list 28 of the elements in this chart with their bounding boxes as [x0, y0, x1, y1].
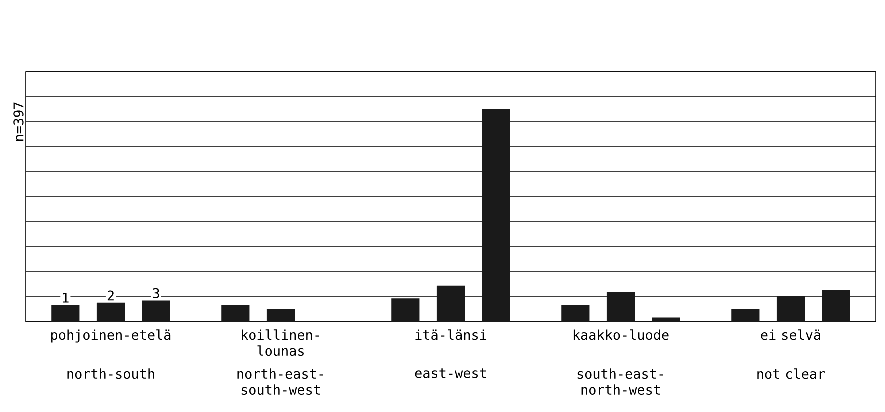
bar — [652, 318, 680, 322]
bar — [562, 305, 590, 322]
bar — [436, 286, 466, 322]
bar — [52, 305, 80, 322]
text: east-west — [415, 368, 486, 378]
bar — [142, 300, 170, 322]
x-tick-label: koillinen-lounas — [242, 330, 320, 356]
bar — [96, 302, 126, 322]
bar — [222, 305, 250, 322]
series-label: 1 — [63, 292, 69, 303]
x-tick-label: pohjoinen-etelä — [52, 330, 171, 343]
bar — [732, 309, 760, 322]
x-tick-label: kaakko-luode — [574, 330, 669, 340]
y-axis-title: n=397 — [14, 102, 24, 141]
x-tick-label: ei selvä — [761, 330, 820, 340]
text: north-east-south-west — [238, 368, 324, 396]
bar — [606, 292, 636, 322]
series-label: 2 — [108, 290, 114, 301]
bar — [822, 290, 850, 322]
x-tick-label: itä-länsi — [416, 330, 487, 340]
text: south-east-north-west — [578, 368, 664, 396]
bar — [776, 296, 806, 322]
text: north-south — [68, 368, 154, 380]
series-label: 3 — [153, 288, 160, 299]
bar — [392, 298, 420, 322]
bar — [482, 109, 510, 322]
bar — [266, 309, 296, 322]
text: not clear — [758, 368, 826, 380]
